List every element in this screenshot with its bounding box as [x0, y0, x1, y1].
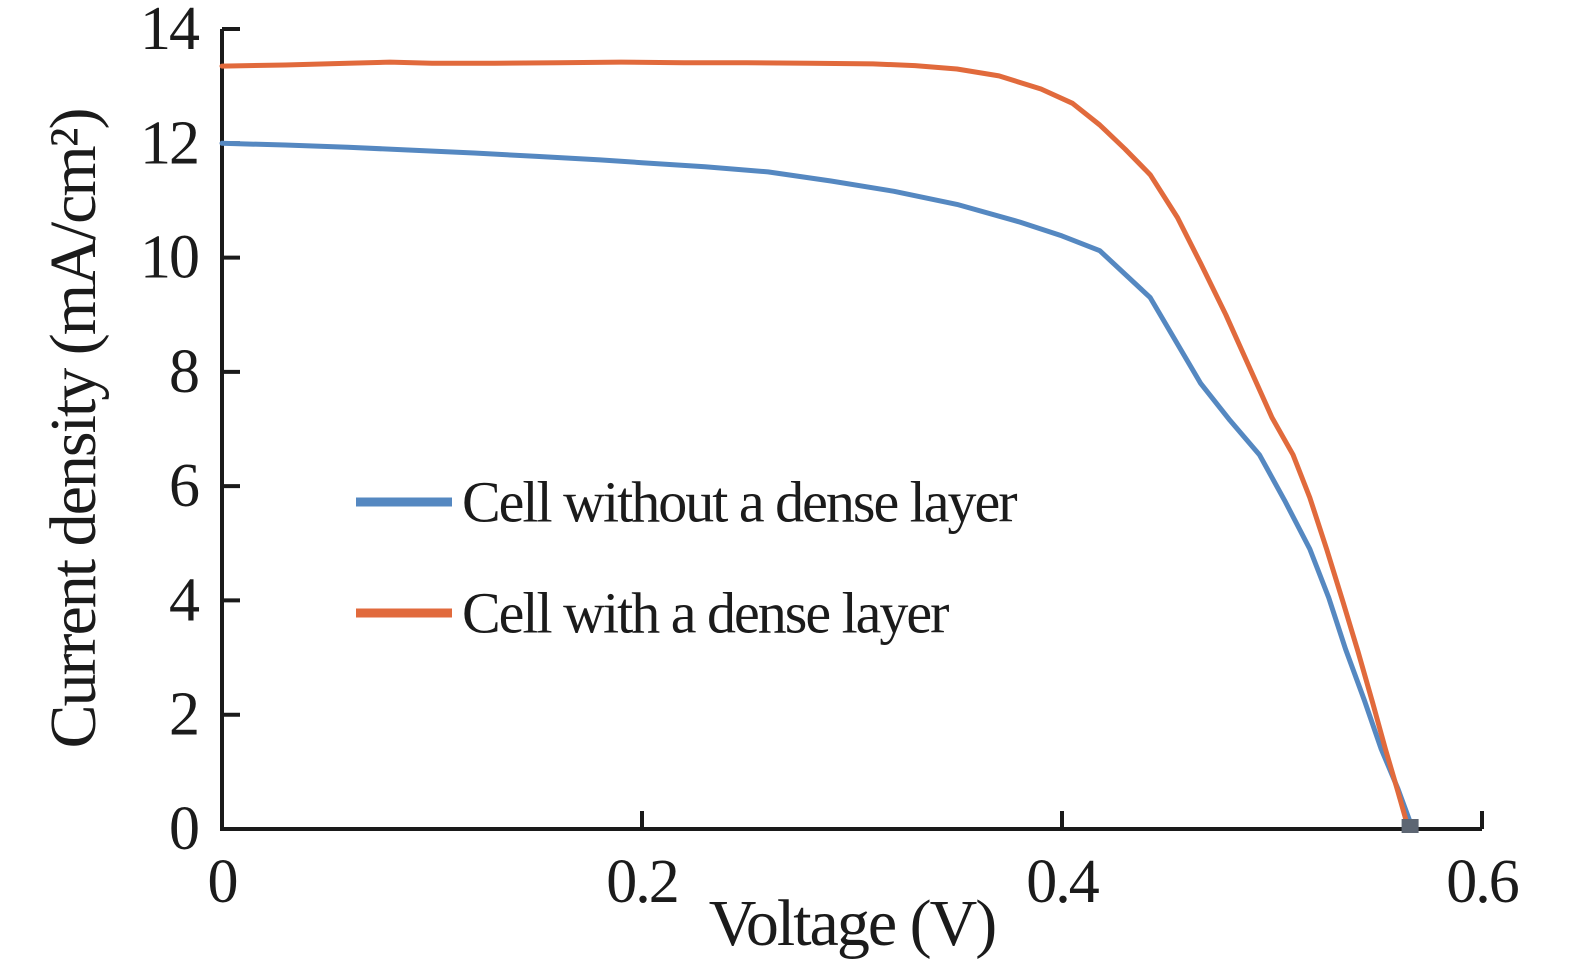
- y-tick-label: 2: [169, 681, 198, 749]
- y-tick-label: 10: [140, 224, 198, 292]
- legend-label-series-0: Cell without a dense layer: [462, 470, 1017, 535]
- legend: Cell without a dense layer Cell with a de…: [356, 470, 1019, 646]
- x-tick-label: 0.6: [1446, 848, 1519, 916]
- y-tick-label: 6: [169, 452, 199, 520]
- x-tick-label: 0.2: [606, 848, 678, 916]
- legend-label-series-1: Cell with a dense layer: [462, 581, 949, 646]
- y-tick-label: 8: [169, 338, 198, 406]
- y-tick-label: 14: [140, 0, 200, 63]
- x-axis-label: Voltage (V): [709, 887, 996, 960]
- x-tick-label: 0.4: [1026, 848, 1100, 916]
- tick-labels: 0 2 4 6 8 10 12 14 0 0.2 0.4 0.6: [140, 0, 1521, 916]
- curve-series-0: [219, 140, 1416, 832]
- y-tick-label: 12: [140, 109, 198, 177]
- curve-series-1: [219, 59, 1411, 832]
- y-axis-label: Current density (mA/cm²): [37, 109, 110, 748]
- y-tick-label: 0: [169, 795, 198, 863]
- y-tick-label: 4: [169, 566, 200, 634]
- curves: [219, 59, 1419, 833]
- x-tick-label: 0: [208, 848, 237, 916]
- axes: [220, 27, 1484, 831]
- curve-endpoint-overlap-mark: [1401, 819, 1419, 833]
